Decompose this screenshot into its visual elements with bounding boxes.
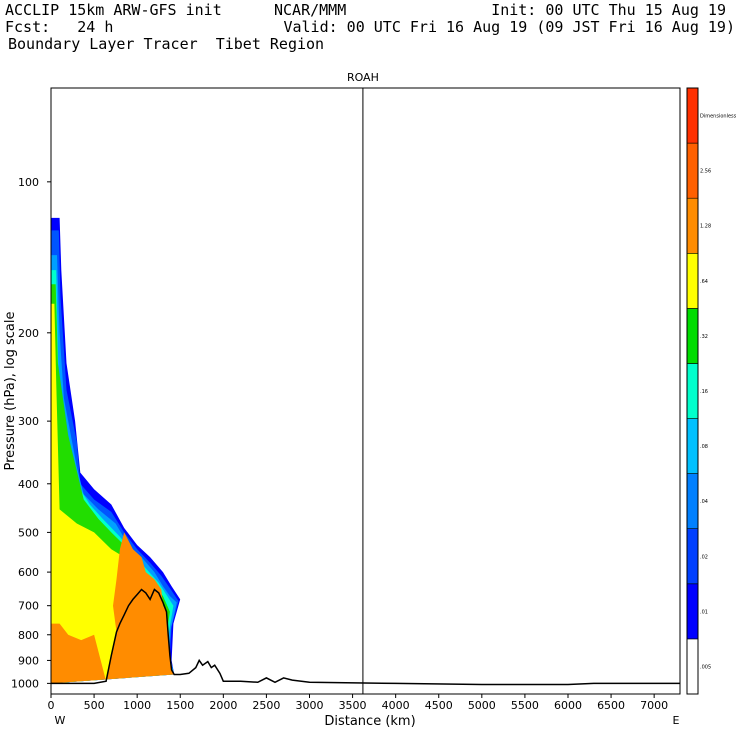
colorbar-frame <box>686 87 699 695</box>
colorbar-label: 2.56 <box>700 169 711 175</box>
colorbar-segment <box>686 583 699 640</box>
x-tick-label: 6000 <box>554 699 582 712</box>
y-tick-label: 200 <box>18 327 39 340</box>
y-tick-label: 300 <box>18 415 39 428</box>
header-line1-right: Init: 00 UTC Thu 15 Aug 19 <box>491 1 726 19</box>
y-tick-label: 800 <box>18 629 39 642</box>
terrain-line <box>51 588 680 686</box>
x-tick-label: 5500 <box>511 699 539 712</box>
y-tick-label: 100 <box>18 176 39 189</box>
x-tick-label: 3500 <box>339 699 367 712</box>
colorbar-label: .04 <box>700 499 708 505</box>
y-tick-label: 500 <box>18 526 39 539</box>
colorbar-segment <box>686 638 699 695</box>
y-tick-label: 1000 <box>11 677 39 690</box>
x-tick-label: 4500 <box>425 699 453 712</box>
y-tick-label: 900 <box>18 654 39 667</box>
colorbar-segment <box>686 528 699 585</box>
colorbar-segment <box>686 418 699 474</box>
header-line2-right: Valid: 00 UTC Fri 16 Aug 19 (09 JST Fri … <box>283 18 735 36</box>
x-axis-label: Distance (km) <box>324 714 415 729</box>
x-tick-label: 2000 <box>209 699 237 712</box>
east-label: E <box>673 714 680 727</box>
colorbar-label: .32 <box>700 334 708 340</box>
colorbar-segment <box>686 473 699 530</box>
west-label: W <box>55 714 66 727</box>
y-axis-label: Pressure (hPa), log scale <box>3 312 18 471</box>
colorbar-label: .005 <box>700 665 711 671</box>
colorbar-label: .02 <box>700 554 708 560</box>
x-tick-label: 5000 <box>468 699 496 712</box>
y-tick-label: 700 <box>18 600 39 613</box>
x-tick-label: 4000 <box>382 699 410 712</box>
y-axis-ticks: 100 200 300 400 500 600 700 800 900 1000 <box>11 176 51 690</box>
x-tick-label: 6500 <box>597 699 625 712</box>
station-label: ROAH <box>347 71 379 84</box>
header-line3: Boundary Layer Tracer Tibet Region <box>8 35 325 53</box>
x-tick-label: 2500 <box>252 699 280 712</box>
colorbar-label: Dimensionless <box>700 114 737 120</box>
header-line2-left: Fcst: 24 h <box>5 18 114 36</box>
plot-frame <box>50 87 681 695</box>
x-tick-label: 3000 <box>295 699 323 712</box>
colorbar-label: .64 <box>700 279 708 285</box>
colorbar-segment <box>686 308 699 364</box>
colorbar: .005 .01 .02 .04 .08 .16 .32 .64 1.28 2.56 Dimensi… <box>686 87 737 695</box>
header-line1-left: ACCLIP 15km ARW-GFS init <box>5 1 222 19</box>
colorbar-segment <box>686 142 699 199</box>
colorbar-label: .08 <box>700 444 708 450</box>
colorbar-label: .01 <box>700 609 708 615</box>
tracer-regions <box>51 217 181 684</box>
y-tick-label: 600 <box>18 566 39 579</box>
x-tick-label: 500 <box>84 699 105 712</box>
colorbar-segment <box>686 253 699 309</box>
x-axis-ticks: 0 500 1000 1500 2000 2500 3000 3500 4000 4500 5000… <box>48 694 668 712</box>
x-tick-label: 0 <box>48 699 55 712</box>
colorbar-label: .16 <box>700 389 708 395</box>
colorbar-label: 1.28 <box>700 224 711 230</box>
x-tick-label: 1000 <box>123 699 151 712</box>
colorbar-segment <box>686 87 699 144</box>
header-line1-mid: NCAR/MMM <box>274 1 347 19</box>
y-tick-label: 400 <box>18 478 39 491</box>
colorbar-segment <box>686 363 699 419</box>
x-tick-label: 7000 <box>640 699 668 712</box>
x-tick-label: 1500 <box>166 699 194 712</box>
colorbar-segment <box>686 197 699 254</box>
tracer-region-6 <box>51 532 175 684</box>
